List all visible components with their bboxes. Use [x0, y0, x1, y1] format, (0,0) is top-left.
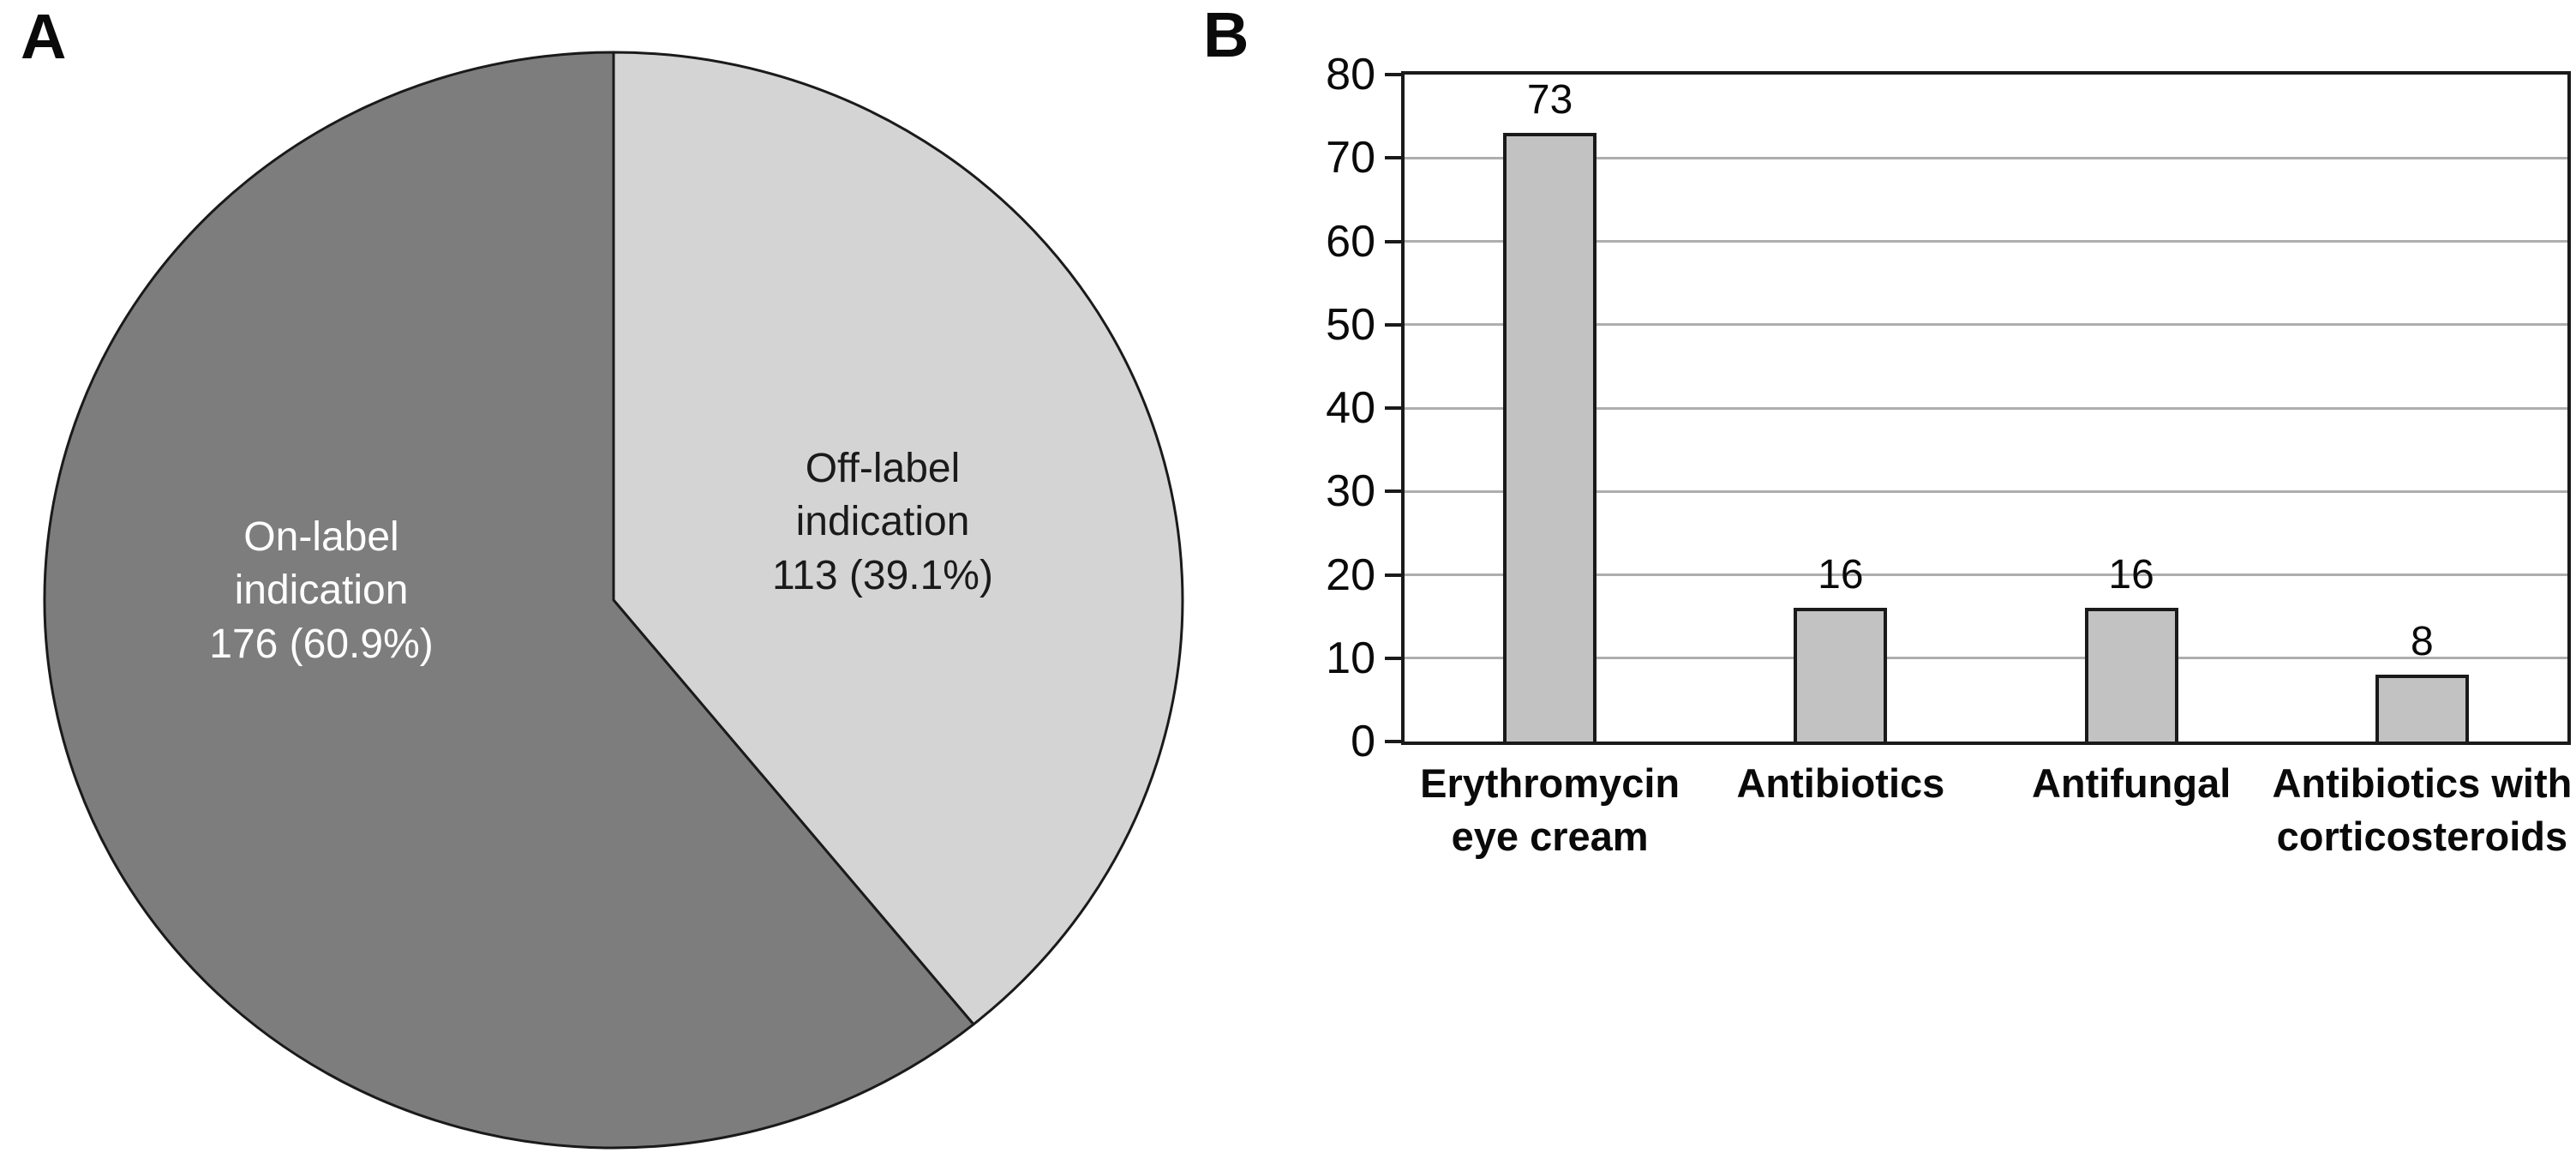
- y-axis-tick-10: [1385, 656, 1401, 660]
- panel-b-label: B: [1203, 0, 1249, 70]
- pie-chart-svg: [43, 51, 1184, 1150]
- bar-2: [1794, 608, 1888, 742]
- bar-3: [2084, 608, 2178, 742]
- y-axis-tick-40: [1385, 406, 1401, 410]
- x-axis-category-label-3: Antifungal: [2031, 760, 2232, 806]
- y-axis-tick-80: [1385, 73, 1401, 76]
- panel-a-label: A: [21, 1, 67, 72]
- pie-slice-label-off-label: Off-label indication 113 (39.1%): [772, 446, 993, 598]
- y-axis-tick-label-10: 10: [1326, 633, 1375, 683]
- bar-chart-plot-area: 0 10 20 30 40 50 60 70 80 73 Erythromycin eye crea…: [1326, 50, 2572, 859]
- bar-4: [2375, 675, 2469, 742]
- gridline-50: [1405, 323, 2567, 327]
- y-axis-tick-20: [1385, 573, 1401, 577]
- y-axis-tick-30: [1385, 489, 1401, 494]
- bar-value-label-2: 16: [1818, 552, 1864, 598]
- y-axis-tick-label-70: 70: [1326, 133, 1375, 183]
- pie-chart: Off-label indication 113 (39.1%) On-labe…: [39, 48, 1188, 1153]
- y-axis-tick-label-30: 30: [1326, 466, 1375, 517]
- y-axis-tick-60: [1385, 239, 1401, 243]
- pie-slice-on-label: [43, 51, 975, 1150]
- x-axis-category-label-4: Antibiotics with corticosteroids: [2272, 760, 2573, 860]
- y-axis-tick-70: [1385, 156, 1401, 160]
- pie-slice-off-label: [612, 51, 1184, 1026]
- pie-slice-label-on-label: On-label indication 176 (60.9%): [209, 514, 434, 667]
- bar-value-label-3: 16: [2108, 552, 2154, 598]
- gridline-20: [1405, 573, 2567, 576]
- y-axis-tick-label-60: 60: [1326, 216, 1375, 267]
- y-axis-tick-50: [1385, 322, 1401, 327]
- x-axis-category-label-1: Erythromycin eye cream: [1420, 760, 1680, 860]
- gridline-60: [1405, 240, 2567, 243]
- y-axis-tick-label-50: 50: [1326, 299, 1375, 350]
- y-axis-tick-label-80: 80: [1326, 50, 1375, 99]
- x-axis-category-label-2: Antibiotics: [1736, 760, 1945, 806]
- bar-value-label-4: 8: [2411, 619, 2434, 665]
- y-axis-tick-label-0: 0: [1351, 717, 1375, 766]
- gridline-10: [1405, 657, 2567, 660]
- y-axis-tick-label-20: 20: [1326, 549, 1375, 600]
- bar-value-label-1: 73: [1526, 77, 1573, 123]
- gridline-40: [1405, 406, 2567, 410]
- y-axis-tick-0: [1385, 740, 1401, 743]
- bar-1: [1503, 133, 1597, 742]
- gridline-70: [1405, 156, 2567, 159]
- y-axis-tick-label-40: 40: [1326, 383, 1375, 433]
- gridline-30: [1405, 489, 2567, 493]
